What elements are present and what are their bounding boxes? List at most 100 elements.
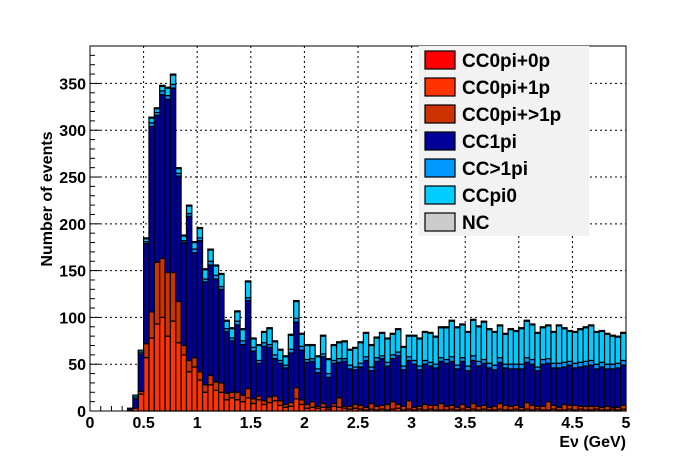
bar [191,241,198,250]
bar [239,328,247,342]
bar [143,242,150,345]
bar [201,384,209,393]
legend-swatch [424,50,456,70]
bar [266,346,273,398]
legend-label: NC [462,213,490,234]
bar [266,328,273,346]
bar [175,300,182,344]
bar [180,344,188,356]
bar [437,327,445,359]
bar [378,331,386,334]
bar [148,125,155,313]
bar [507,328,515,331]
bar [298,333,306,348]
legend-label: CC0pi+1p [462,78,550,99]
bar [196,371,204,381]
bar [528,323,536,326]
bar [555,362,563,369]
bar [185,371,193,412]
bar [421,330,429,333]
bar [416,337,423,340]
bar [260,330,268,333]
y-axis-title: Number of events [39,131,56,266]
bar [394,328,402,331]
bar [223,319,230,322]
bar [475,365,482,407]
bar [523,361,531,404]
bar [459,324,466,359]
bar [164,86,171,89]
bar [464,370,472,408]
bar [282,367,289,406]
bar [512,330,520,365]
bar [234,399,241,412]
bar [159,84,166,87]
bar [475,326,482,362]
bar [132,398,139,409]
bar [587,359,595,366]
bar [132,394,139,398]
bar [486,328,493,331]
bar [153,261,161,325]
bar [169,74,177,85]
bar [598,329,606,333]
bar [582,360,590,367]
bar [325,358,332,375]
y-tick-label: 200 [59,217,86,234]
y-tick-label: 100 [59,310,86,327]
bar [175,175,182,303]
bar [362,331,370,334]
bar [201,281,209,386]
bar [561,327,568,330]
bar [341,360,348,407]
bar [405,334,413,337]
bar [319,335,327,355]
bar [191,241,198,244]
bar [384,337,391,340]
bar [244,397,252,412]
bar [330,343,338,347]
bar [571,330,579,333]
bar [491,331,498,366]
bar [196,226,204,230]
bar [309,344,316,360]
bar [373,336,381,339]
bar [180,354,188,412]
bar [266,401,273,412]
bar [330,344,338,362]
bar [212,264,220,267]
x-tick-label: 4.5 [561,415,583,432]
bar [362,359,370,408]
y-axis-ticks: 0 50 100 150 200 250 300 350 [59,45,100,421]
bar [250,402,257,412]
bar [496,357,504,363]
bar [480,320,488,323]
bar [303,361,311,406]
bar [319,356,327,405]
bar [523,319,531,322]
bar [212,278,220,383]
bar [341,340,348,343]
bar [469,318,477,321]
bar [544,325,552,360]
bar [614,362,622,369]
bar [427,331,434,334]
bar [314,372,322,407]
bar [512,363,520,370]
bar [255,344,263,362]
bar [201,391,209,412]
bar [218,273,225,288]
bar [416,338,423,367]
bar [453,326,461,329]
bar [518,327,525,330]
bar [507,368,515,407]
bar [185,215,193,362]
bar [384,403,391,411]
bar [362,332,370,358]
bar [298,349,306,401]
bar [603,333,611,365]
bar [544,362,552,403]
bar [405,359,413,402]
bar [561,361,568,368]
bar [201,268,209,271]
